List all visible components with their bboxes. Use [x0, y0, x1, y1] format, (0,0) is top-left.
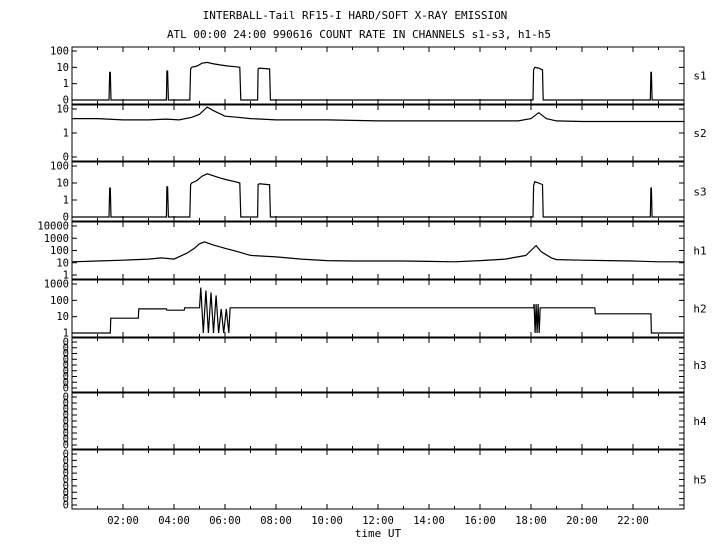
y-tick-label-h4: 0 — [63, 410, 69, 422]
y-tick-label-h3: 0 — [63, 383, 69, 395]
y-tick-label-h1: 100 — [50, 245, 69, 257]
x-tick-label: 16:00 — [464, 515, 496, 527]
y-tick-label-h5: 0 — [63, 449, 69, 461]
y-tick-label-s3: 0 — [63, 212, 69, 224]
panel-frame-s3 — [71, 161, 685, 222]
panel-frame-s2 — [71, 104, 685, 162]
y-tick-label-h5: 0 — [63, 468, 69, 480]
y-tick-label-s2: 0 — [63, 152, 69, 164]
y-tick-label-h2: 10 — [56, 311, 69, 323]
channel-label-h2: h2 — [693, 303, 706, 316]
y-tick-label-h4: 0 — [63, 404, 69, 416]
x-tick-label: 02:00 — [107, 515, 139, 527]
series-line-s3 — [72, 173, 684, 218]
channel-label-s3: s3 — [693, 186, 706, 199]
y-tick-label-h3: 0 — [63, 342, 69, 354]
y-tick-label-h5: 0 — [63, 487, 69, 499]
y-tick-label-h2: 1000 — [44, 279, 69, 291]
y-tick-label-h1: 10 — [56, 257, 69, 269]
y-tick-label-s3: 10 — [56, 178, 69, 190]
series-line-s1 — [72, 61, 684, 101]
y-tick-label-h1: 10000 — [37, 221, 69, 233]
y-tick-label-h4: 0 — [63, 392, 69, 404]
series-line-h1 — [71, 241, 684, 263]
y-tick-label-s1: 1 — [63, 78, 69, 90]
y-tick-label-h3: 0 — [63, 360, 69, 372]
x-axis: 02:00 04:00 06:00 08:00 10:00 12:00 14:00 16:00… — [107, 515, 649, 527]
panel-frame-h1 — [71, 221, 685, 280]
channel-label-h1: h1 — [693, 245, 706, 258]
y-tick-label-h4: 0 — [63, 440, 69, 452]
y-tick-label-h5: 0 — [63, 493, 69, 505]
y-tick-label-s3: 100 — [50, 161, 69, 173]
channel-label-s1: s1 — [693, 70, 706, 83]
x-tick-label: 10:00 — [311, 515, 343, 527]
x-tick-label: 04:00 — [158, 515, 190, 527]
y-tick-label-s1: 0 — [63, 95, 69, 107]
y-tick-label-h4: 0 — [63, 428, 69, 440]
x-tick-label: 20:00 — [566, 515, 598, 527]
x-tick-label: 12:00 — [362, 515, 394, 527]
x-tick-label: 18:00 — [515, 515, 547, 527]
y-tick-label-s3: 1 — [63, 195, 69, 207]
channel-label-h5: h5 — [693, 474, 706, 487]
series-line-s2 — [72, 106, 684, 123]
panel-frame-h5 — [71, 449, 685, 510]
x-tick-label: 14:00 — [413, 515, 445, 527]
y-tick-label-h2: 1 — [63, 328, 69, 340]
y-tick-label-h1: 1 — [63, 270, 69, 282]
y-tick-label-h2: 100 — [50, 295, 69, 307]
y-tick-label-h4: 0 — [63, 398, 69, 410]
y-tick-label-h3: 0 — [63, 365, 69, 377]
y-tick-label-h3: 0 — [63, 337, 69, 349]
y-tick-label-s2: 1 — [63, 128, 69, 140]
panel-frame-h4 — [71, 392, 685, 450]
y-tick-label-h5: 0 — [63, 500, 69, 512]
y-tick-label-s1: 10 — [56, 62, 69, 74]
y-tick-label-h5: 0 — [63, 455, 69, 467]
chart-title: INTERBALL-Tail RF15-I HARD/SOFT X-RAY EM… — [203, 9, 508, 22]
channel-label-s2: s2 — [693, 127, 706, 140]
y-tick-label-s2: 10 — [56, 104, 69, 116]
panel-h2: 1000 100 10 1 h2 — [44, 279, 707, 340]
y-tick-label-h4: 0 — [63, 422, 69, 434]
panels-group: 1001010s11010s21001010s3100001000100101h… — [37, 46, 707, 512]
y-tick-label-s1: 100 — [50, 46, 69, 58]
chart-subtitle: ATL 00:00 24:00 990616 COUNT RATE IN CHA… — [167, 28, 551, 41]
panel-frame-s1 — [71, 46, 685, 105]
x-tick-label: 08:00 — [260, 515, 292, 527]
y-tick-label-h5: 0 — [63, 480, 69, 492]
channel-label-h4: h4 — [693, 415, 707, 428]
y-tick-label-h3: 0 — [63, 371, 69, 383]
y-tick-label-h5: 0 — [63, 461, 69, 473]
channel-label-h3: h3 — [693, 359, 706, 372]
y-tick-label-h5: 0 — [63, 474, 69, 486]
panel-frame-h3 — [71, 337, 685, 393]
x-tick-label: 06:00 — [209, 515, 241, 527]
y-tick-label-h3: 0 — [63, 348, 69, 360]
y-tick-label-h1: 1000 — [44, 233, 69, 245]
x-axis-label: time UT — [355, 527, 402, 540]
y-tick-label-h3: 0 — [63, 354, 69, 366]
series-line-h2 — [72, 287, 684, 334]
y-tick-label-h4: 0 — [63, 416, 69, 428]
x-tick-label: 22:00 — [617, 515, 649, 527]
y-tick-label-h3: 0 — [63, 377, 69, 389]
y-tick-label-h4: 0 — [63, 434, 69, 446]
